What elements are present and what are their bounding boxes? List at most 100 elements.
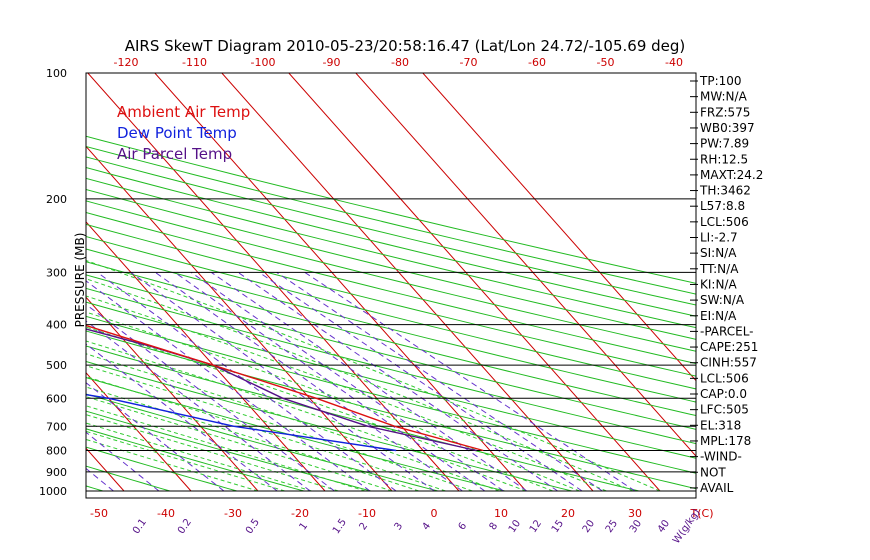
dry-adiabat-line bbox=[86, 393, 439, 492]
stats-entry: SW:N/A bbox=[700, 293, 745, 307]
pressure-tick-label: 200 bbox=[46, 193, 67, 206]
bottom-temp-tick-label: -20 bbox=[291, 507, 309, 520]
dry-adiabat-line bbox=[86, 274, 696, 430]
dry-adiabat-line bbox=[86, 236, 696, 390]
top-temp-tick-label: -40 bbox=[665, 56, 683, 69]
y-axis-label: PRESSURE (MB) bbox=[73, 233, 87, 328]
dry-adiabat-line bbox=[86, 261, 696, 417]
stats-entry: NOT bbox=[700, 465, 726, 479]
mixing-ratio-tick-label: 15 bbox=[550, 518, 566, 535]
pressure-tick-label: 500 bbox=[46, 359, 67, 372]
ambient-air-temp-line bbox=[86, 324, 484, 452]
stats-entry: RH:12.5 bbox=[700, 152, 748, 166]
stats-entry: MAXT:24.2 bbox=[700, 168, 763, 182]
moist-adiabat-line bbox=[86, 278, 634, 492]
legend-entry: Air Parcel Temp bbox=[117, 145, 232, 163]
dry-adiabat-line bbox=[86, 287, 696, 445]
mixing-ratio-tick-label: 3 bbox=[393, 521, 406, 533]
bottom-temp-tick-label: -40 bbox=[157, 507, 175, 520]
moist-adiabat-line bbox=[86, 396, 393, 492]
isotherm-line bbox=[86, 296, 259, 492]
stats-entry: PW:7.89 bbox=[700, 137, 749, 151]
isotherm-line bbox=[288, 73, 661, 492]
stats-entry: CAPE:251 bbox=[700, 340, 758, 354]
dry-adiabat-line bbox=[86, 223, 696, 377]
stats-entry: MW:N/A bbox=[700, 90, 748, 104]
stats-entry: -PARCEL- bbox=[700, 324, 754, 338]
dry-adiabat-line bbox=[86, 428, 305, 492]
dry-adiabat-line bbox=[86, 345, 640, 492]
mixing-ratio-line bbox=[174, 272, 486, 492]
dry-adiabat-line bbox=[86, 330, 696, 490]
bottom-temp-tick-label: 0 bbox=[431, 507, 438, 520]
dry-adiabat-line bbox=[86, 360, 573, 492]
pressure-tick-label: 100 bbox=[46, 67, 67, 80]
dry-adiabat-line bbox=[86, 135, 696, 284]
pressure-tick-label: 400 bbox=[46, 319, 67, 332]
bottom-temp-tick-label: 30 bbox=[628, 507, 642, 520]
stats-entry: MPL:178 bbox=[700, 434, 751, 448]
pressure-tick-label: 900 bbox=[46, 466, 67, 479]
mixing-ratio-line bbox=[130, 272, 435, 492]
pressure-tick-label: 800 bbox=[46, 444, 67, 457]
isotherm-line bbox=[86, 372, 192, 492]
mixing-ratio-tick-label: 1.5 bbox=[331, 517, 349, 536]
mixing-ratio-tick-label: 8 bbox=[488, 521, 501, 533]
mixing-ratio-line bbox=[86, 320, 311, 492]
top-temp-tick-label: -90 bbox=[323, 56, 341, 69]
top-temp-tick-label: -60 bbox=[528, 56, 546, 69]
bottom-temp-tick-label: -30 bbox=[224, 507, 242, 520]
dry-adiabat-line bbox=[0, 73, 36, 491]
mixing-ratio-tick-label: 40 bbox=[656, 518, 672, 535]
mixing-ratio-tick-label: 12 bbox=[528, 518, 544, 535]
isotherm-line bbox=[221, 73, 594, 492]
stats-entry: LFC:505 bbox=[700, 403, 749, 417]
top-temp-tick-label: -110 bbox=[182, 56, 207, 69]
stats-entry: SI:N/A bbox=[700, 246, 737, 260]
stats-entry: TT:N/A bbox=[699, 262, 739, 276]
mixing-ratio-tick-label: 1 bbox=[298, 521, 311, 533]
mixing-ratio-line bbox=[190, 272, 504, 492]
bottom-temp-tick-label: 20 bbox=[561, 507, 575, 520]
stats-entry: TH:3462 bbox=[699, 184, 751, 198]
bottom-temp-tick-label: -10 bbox=[358, 507, 376, 520]
dry-adiabat-line bbox=[86, 301, 696, 459]
mixing-ratio-line bbox=[304, 272, 636, 492]
mixing-ratio-line bbox=[86, 303, 335, 492]
mixing-ratio-tick-label: W(g/kg) bbox=[671, 507, 703, 546]
stats-entry: AVAIL bbox=[700, 481, 734, 495]
mixing-ratio-line bbox=[155, 272, 463, 492]
bottom-temp-tick-label: 10 bbox=[494, 507, 508, 520]
mixing-ratio-tick-label: 25 bbox=[604, 518, 620, 535]
legend-entry: Ambient Air Temp bbox=[117, 103, 250, 121]
dry-adiabat-line bbox=[86, 145, 696, 295]
isotherm-line bbox=[422, 73, 696, 382]
stats-entry: -WIND- bbox=[700, 450, 742, 464]
bottom-temp-tick-label: -50 bbox=[90, 507, 108, 520]
top-temp-tick-label: -120 bbox=[114, 56, 139, 69]
dry-adiabat-line bbox=[86, 377, 506, 492]
pressure-tick-label: 700 bbox=[46, 420, 67, 433]
mixing-ratio-tick-label: 10 bbox=[507, 518, 523, 535]
pressure-tick-label: 300 bbox=[46, 266, 67, 279]
dry-adiabat-line bbox=[86, 156, 696, 306]
top-temp-tick-label: -80 bbox=[391, 56, 409, 69]
top-temp-tick-label: -50 bbox=[597, 56, 615, 69]
stats-entry: KI:N/A bbox=[700, 277, 737, 291]
stats-entry: FRZ:575 bbox=[700, 105, 750, 119]
bottom-temp-tick-label: T(C) bbox=[690, 507, 714, 520]
top-temp-tick-label: -70 bbox=[460, 56, 478, 69]
stats-entry: CINH:557 bbox=[700, 356, 757, 370]
stats-entry: WB0:397 bbox=[700, 121, 755, 135]
mixing-ratio-tick-label: 2 bbox=[358, 521, 371, 533]
moist-adiabat-line bbox=[86, 405, 366, 492]
stats-entry: LCL:506 bbox=[700, 371, 749, 385]
moist-adiabat-line bbox=[86, 311, 580, 492]
mixing-ratio-line bbox=[86, 280, 371, 492]
mixing-ratio-line bbox=[211, 272, 528, 492]
plot-frame bbox=[85, 72, 697, 499]
dry-adiabat-line bbox=[86, 167, 696, 317]
dry-adiabat-line bbox=[86, 446, 238, 492]
mixing-ratio-tick-label: 20 bbox=[581, 518, 597, 535]
